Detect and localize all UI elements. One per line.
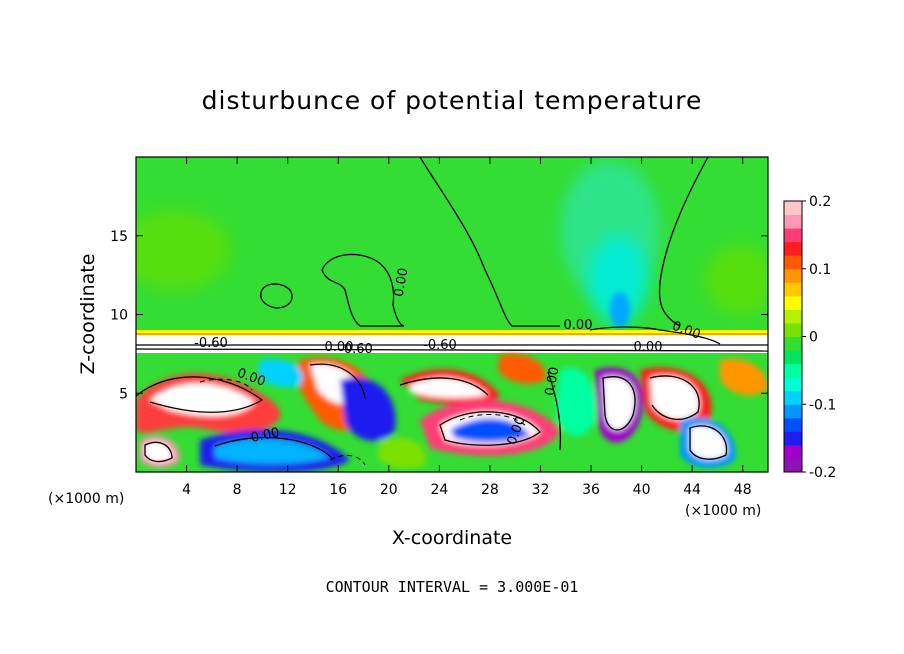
x-axis: 4 8 12 16 20 24 28 32 36 40 44 48 <box>182 157 752 498</box>
interface-band-orange <box>136 333 768 335</box>
turbulence-swirls <box>136 354 768 472</box>
colorbar-swatch <box>784 458 802 473</box>
colorbar-swatch <box>784 282 802 297</box>
contour-line <box>689 425 728 460</box>
contour-line <box>214 436 333 459</box>
contour-line <box>589 326 721 345</box>
negative-contours <box>199 378 529 466</box>
contour-line-dashed <box>329 454 366 466</box>
colorbar-swatch <box>784 404 802 419</box>
colorbar-swatch <box>784 417 802 432</box>
contour-label: 0.00 <box>564 318 593 333</box>
colorbar-tick-label: -0.1 <box>809 397 836 413</box>
y-tick-label: 10 <box>110 308 128 324</box>
colorbar: 0.2 0.1 0 -0.1 -0.2 <box>783 194 836 481</box>
colorbar-swatch <box>784 241 802 256</box>
contour-line-dashed <box>199 378 253 391</box>
contour-line <box>439 411 541 446</box>
contour-label: 0.00 <box>250 425 281 446</box>
colorbar-tick-label: -0.2 <box>809 465 836 481</box>
colorbar-swatch <box>784 309 802 324</box>
colorbar-swatch <box>784 350 802 365</box>
contour-line <box>136 376 264 413</box>
contour-label: -0.60 <box>194 336 228 351</box>
contour-line <box>260 283 293 309</box>
contour-line <box>399 377 489 396</box>
contour-line-dashed <box>459 414 529 429</box>
chart-title: disturbunce of potential temperature <box>201 86 703 115</box>
contour-label: -0.60 <box>423 338 457 353</box>
upper-field <box>136 157 768 333</box>
cyan-plume-core <box>610 292 630 328</box>
contour-line <box>136 348 768 352</box>
contour-line <box>144 441 173 463</box>
colorbar-swatch <box>784 336 802 351</box>
x-tick-label: 48 <box>734 482 752 498</box>
inversion-layer <box>136 335 768 353</box>
colorbar-tick-label: 0.1 <box>809 262 831 278</box>
cyan-plume-inner <box>588 235 648 325</box>
colorbar-swatch <box>784 390 802 405</box>
contour-label: -0.60 <box>339 342 373 357</box>
y-tick-label: 15 <box>110 229 128 245</box>
contour-label: 0.00 <box>634 340 663 355</box>
x-tick-label: 24 <box>430 482 448 498</box>
field-layer <box>136 157 768 472</box>
contour-line <box>309 363 366 399</box>
contour-interval-note: CONTOUR INTERVAL = 3.000E-01 <box>325 578 579 596</box>
contour-line <box>321 253 405 327</box>
contour-lines <box>136 157 768 463</box>
y-tick-label: 5 <box>119 386 128 402</box>
x-tick-label: 20 <box>380 482 398 498</box>
colorbar-tick-label: 0.2 <box>809 194 831 210</box>
x-axis-label: X-coordinate <box>391 527 513 549</box>
colorbar-swatch <box>784 444 802 459</box>
x-unit-left: (×1000 m) <box>48 491 125 507</box>
x-tick-label: 32 <box>532 482 550 498</box>
y-axis: 5 10 15 <box>110 229 768 402</box>
light-green-patch <box>705 245 768 315</box>
x-tick-label: 44 <box>683 482 701 498</box>
x-tick-label: 16 <box>329 482 347 498</box>
colorbar-tick-label: 0 <box>809 330 818 346</box>
contour-label: 0.00 <box>543 366 563 397</box>
colorbar-swatch <box>784 363 802 378</box>
colorbar-swatch <box>784 214 802 229</box>
x-tick-label: 28 <box>481 482 499 498</box>
x-tick-label: 4 <box>182 482 191 498</box>
x-tick-label: 12 <box>279 482 297 498</box>
contour-line <box>658 157 709 327</box>
colorbar-swatch <box>784 255 802 270</box>
y-axis-label: Z-coordinate <box>77 253 99 375</box>
contour-line <box>547 371 562 451</box>
x-tick-label: 40 <box>633 482 651 498</box>
colorbar-swatch <box>784 201 802 216</box>
x-tick-label: 8 <box>233 482 242 498</box>
interface-band-yellow <box>136 330 768 333</box>
colorbar-swatch <box>784 322 802 337</box>
colorbar-swatch <box>784 228 802 243</box>
light-green-patch <box>136 210 230 290</box>
contour-label: 0.00 <box>325 340 354 355</box>
contour-label: 0.00 <box>392 267 412 298</box>
contour-line <box>649 375 700 421</box>
x-tick-label: 36 <box>582 482 600 498</box>
x-unit-right: (×1000 m) <box>685 503 762 519</box>
contour-line <box>419 157 560 327</box>
contour-line <box>602 376 636 431</box>
colorbar-swatch <box>784 295 802 310</box>
colorbar-swatch <box>784 268 802 283</box>
colorbar-swatch <box>784 431 802 446</box>
colorbar-swatch <box>784 377 802 392</box>
